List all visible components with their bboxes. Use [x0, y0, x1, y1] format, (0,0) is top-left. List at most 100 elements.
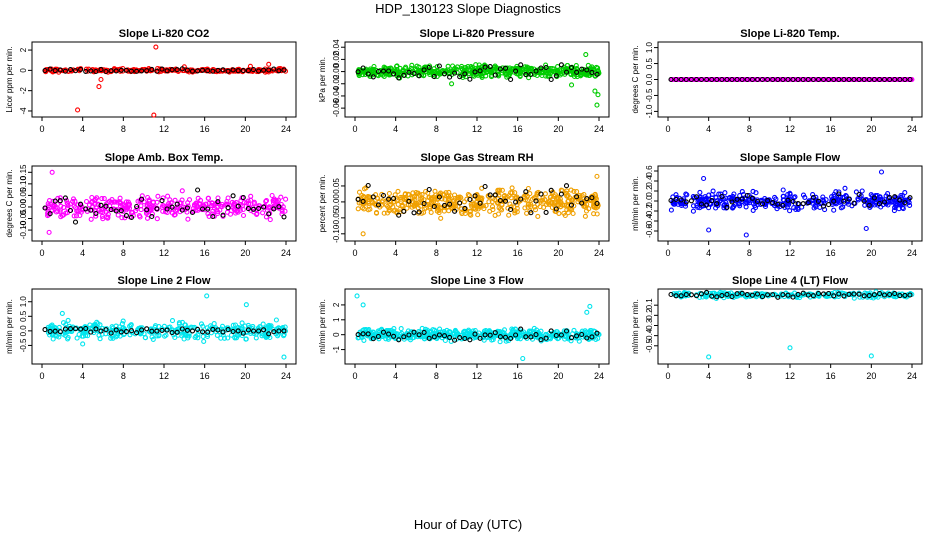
data-point	[508, 331, 514, 337]
outlier-point	[583, 51, 589, 58]
panel-4: Slope Amb. Box Temp. 0 4 8 12 16 20 24 -0.10-0.0…	[5, 152, 297, 258]
black-point	[528, 71, 534, 78]
black-point	[205, 68, 211, 74]
black-point	[831, 198, 837, 204]
data-point	[813, 194, 819, 200]
black-point	[210, 326, 216, 332]
black-point	[179, 326, 185, 332]
black-point	[876, 291, 883, 297]
x-tick-label: 16	[200, 371, 210, 381]
data-point	[443, 190, 449, 196]
data-point	[183, 332, 189, 338]
black-point	[164, 327, 170, 333]
x-tick-label: 16	[826, 248, 836, 258]
x-tick-label: 20	[866, 371, 876, 381]
data-point	[432, 188, 438, 194]
data-point	[592, 191, 598, 197]
black-point	[668, 76, 674, 83]
data-point	[217, 207, 223, 213]
data-point	[673, 192, 679, 198]
data-point	[524, 193, 530, 199]
data-point	[196, 201, 202, 207]
outlier-point	[863, 225, 869, 232]
black-point	[144, 68, 150, 74]
data-point	[512, 190, 518, 196]
black-point	[375, 202, 381, 208]
black-point	[184, 327, 190, 333]
x-tick-label: 8	[434, 371, 439, 381]
black-point	[230, 328, 236, 335]
y-tick-label: 1	[332, 317, 341, 322]
outlier-point	[80, 341, 86, 347]
data-point	[225, 202, 231, 208]
black-point	[594, 71, 600, 77]
data-point	[517, 68, 523, 74]
data-point	[60, 68, 66, 74]
data-point	[441, 330, 447, 336]
black-point	[558, 191, 564, 197]
x-tick-label: 16	[513, 248, 523, 258]
black-point	[205, 329, 211, 335]
black-point	[714, 294, 720, 300]
black-point	[220, 67, 226, 73]
black-point	[553, 73, 559, 79]
black-point	[836, 76, 842, 83]
x-tick-label: 24	[907, 124, 917, 134]
x-tick-label: 0	[665, 248, 670, 258]
data-point	[587, 328, 593, 334]
data-point	[747, 293, 753, 299]
black-point	[698, 201, 705, 207]
y-tick-label: 0.5	[645, 57, 654, 69]
data-point	[514, 194, 520, 200]
black-point	[472, 69, 478, 75]
data-point	[509, 185, 515, 191]
y-tick-label: 0.4	[645, 175, 654, 187]
data-point	[130, 209, 136, 216]
data-point	[811, 293, 817, 300]
black-point	[134, 203, 140, 210]
black-point	[866, 293, 872, 299]
black-point	[195, 68, 201, 74]
data-point	[534, 327, 540, 333]
black-point	[411, 210, 417, 216]
data-point	[808, 76, 814, 83]
black-point	[128, 214, 135, 220]
x-tick-label: 16	[826, 124, 836, 134]
black-point	[482, 64, 488, 70]
data-point	[172, 197, 178, 203]
black-point	[668, 291, 674, 298]
outlier-point	[98, 76, 104, 83]
data-point	[892, 205, 898, 211]
data-point	[91, 330, 97, 336]
x-tick-label: 4	[393, 124, 398, 134]
x-tick-label: 24	[281, 371, 291, 381]
data-point	[468, 64, 474, 70]
data-point	[499, 202, 505, 208]
y-tick-label: -1.0	[645, 104, 654, 118]
data-point	[263, 198, 270, 204]
data-point	[101, 196, 107, 202]
black-point	[276, 328, 282, 334]
black-point	[360, 198, 366, 204]
black-point	[673, 293, 679, 299]
data-point	[111, 199, 117, 205]
black-point	[128, 328, 135, 334]
data-point	[713, 194, 719, 200]
panel-title: Slope Gas Stream RH	[420, 152, 533, 164]
black-point	[775, 201, 781, 207]
data-point	[899, 76, 905, 83]
data-point	[146, 197, 152, 203]
black-point	[447, 74, 453, 80]
data-point	[366, 203, 372, 209]
black-point	[210, 68, 216, 74]
data-point	[432, 327, 438, 333]
black-point	[240, 68, 246, 74]
black-point	[775, 76, 781, 83]
black-point	[492, 72, 498, 78]
black-point	[57, 198, 63, 204]
black-point	[856, 291, 862, 297]
data-point	[891, 208, 897, 214]
y-axis-label: degrees C per min.	[5, 169, 14, 237]
